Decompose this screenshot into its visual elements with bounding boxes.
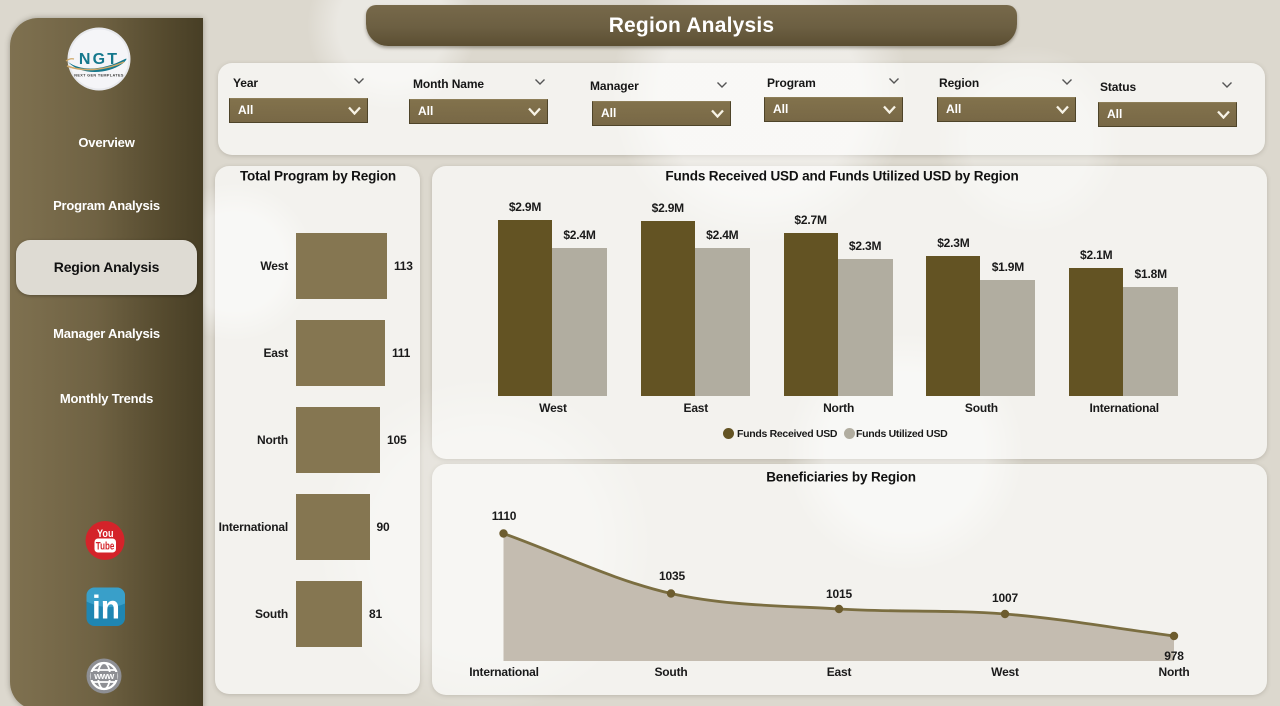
svg-text:You: You — [97, 528, 114, 540]
svg-text:in: in — [92, 589, 120, 626]
svg-text:NEXT GEN TEMPLATES: NEXT GEN TEMPLATES — [74, 74, 124, 78]
svg-text:www: www — [93, 671, 115, 681]
svg-text:Tube: Tube — [96, 541, 115, 553]
